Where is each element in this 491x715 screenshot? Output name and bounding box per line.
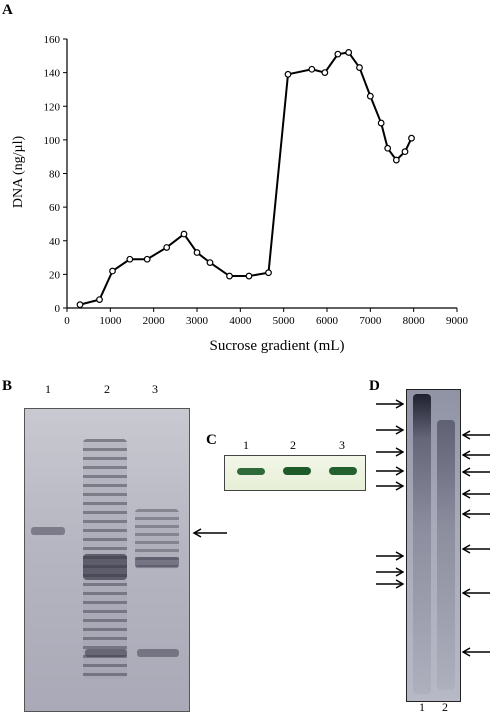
y-tick-label: 80 [49, 169, 61, 181]
data-point [377, 119, 385, 127]
panel-d-left-arrow-icon [376, 447, 404, 457]
gel-b-band [135, 557, 179, 567]
panel-b-gel-image [24, 408, 190, 712]
panel-d-left-arrow-icon [376, 579, 404, 589]
panel-d-right-arrow-icon [462, 450, 490, 460]
panel-d-left-arrow-icon [376, 466, 404, 476]
panel-b-lane-2: 2 [104, 382, 110, 396]
data-point [126, 255, 134, 263]
data-point [392, 156, 400, 164]
y-tick-label: 60 [49, 202, 61, 214]
panel-d-left-arrow-icon [376, 425, 404, 435]
chart-a: 0 1000 2000 3000 4000 5000 6000 7000 8000 9000 0 20… [11, 34, 469, 354]
x-tick-label: 6000 [316, 315, 339, 327]
x-tick-label: 1000 [99, 315, 122, 327]
chart-axes [66, 39, 457, 309]
panel-b-arrow-icon [192, 528, 227, 538]
data-point [321, 69, 329, 77]
data-point [206, 259, 214, 267]
panel-d-lane-1: 1 [419, 700, 425, 714]
panel-c-lane-2: 2 [290, 438, 296, 452]
panel-d-letter: D [369, 378, 380, 394]
gel-b-band [85, 649, 127, 657]
gel-d-smear-lane-2 [437, 420, 455, 690]
panel-d-right-arrow-icon [462, 647, 490, 657]
data-point [345, 49, 353, 56]
y-tick-label: 100 [44, 135, 61, 147]
x-tick-label: 2000 [143, 315, 166, 327]
gel-b-band [31, 527, 65, 535]
chart-ticks: 0 1000 2000 3000 4000 5000 6000 7000 8000 9000 0 20… [44, 34, 469, 327]
data-point [384, 144, 392, 152]
chart-series [76, 49, 415, 309]
panel-d-right-arrow-icon [462, 430, 490, 440]
gel-c-band [237, 468, 265, 475]
data-point [109, 267, 116, 275]
panel-d-left-arrow-icon [376, 399, 404, 409]
data-point [401, 148, 409, 156]
panel-c-gel-image [224, 455, 366, 491]
panel-d-right-arrow-icon [462, 588, 490, 598]
panel-d-right-arrow-icon [462, 509, 490, 519]
gel-c-band [329, 467, 357, 475]
y-tick-label: 160 [44, 34, 61, 46]
panel-d-lane-2: 2 [442, 700, 448, 714]
panel-a-letter: A [2, 2, 13, 18]
data-point [163, 244, 171, 251]
data-point [366, 92, 374, 100]
panel-d-left-arrow-icon [376, 567, 404, 577]
panel-d-right-arrow-icon [462, 489, 490, 499]
y-tick-label: 0 [55, 303, 61, 315]
x-tick-label: 0 [64, 315, 70, 327]
y-tick-label: 40 [49, 236, 61, 248]
panel-d-right-arrow-icon [462, 467, 490, 477]
x-tick-label: 7000 [359, 315, 382, 327]
gel-d-smear-lane-1 [413, 394, 431, 694]
panel-c-lane-1: 1 [243, 438, 249, 452]
x-axis-label: Sucrose gradient (mL) [210, 338, 345, 354]
panel-b-letter: B [2, 378, 13, 394]
data-point [265, 269, 272, 277]
x-tick-label: 4000 [229, 315, 252, 327]
data-point [193, 249, 201, 256]
data-point [96, 296, 103, 303]
data-point [334, 50, 342, 58]
gel-b-band [83, 554, 127, 580]
data-point [284, 70, 292, 78]
gel-c-band [283, 467, 311, 475]
panel-c-lane-3: 3 [339, 438, 345, 452]
y-tick-label: 120 [44, 101, 61, 113]
panel-b-lane-1: 1 [45, 382, 51, 396]
data-point [245, 272, 253, 280]
data-point [408, 134, 415, 142]
x-tick-label: 5000 [273, 315, 296, 327]
data-point [180, 230, 188, 238]
panel-d-gel-image [406, 389, 461, 702]
data-point [356, 64, 363, 71]
panel-b-lane-3: 3 [152, 382, 158, 396]
y-tick-label: 140 [44, 68, 61, 80]
x-tick-label: 8000 [403, 315, 426, 327]
data-point [226, 272, 233, 280]
panel-d-left-arrow-icon [376, 481, 404, 491]
panel-d-right-arrow-icon [462, 544, 490, 554]
data-point [308, 65, 316, 73]
panel-d-left-arrow-icon [376, 551, 404, 561]
data-point [76, 301, 84, 309]
gel-b-band [137, 649, 179, 657]
series-line [79, 51, 413, 306]
y-tick-label: 20 [49, 269, 61, 281]
y-axis-label: DNA (ng/µl) [11, 136, 26, 209]
x-tick-label: 3000 [186, 315, 209, 327]
data-point [143, 255, 151, 263]
x-tick-label: 9000 [446, 315, 469, 327]
panel-c-letter: C [206, 432, 217, 448]
